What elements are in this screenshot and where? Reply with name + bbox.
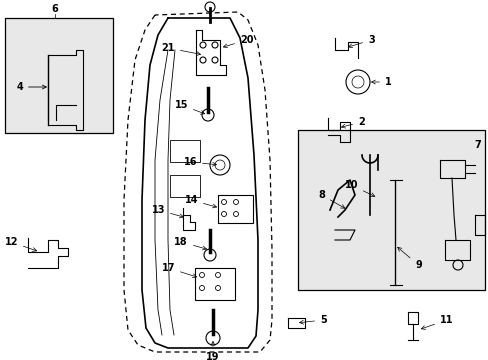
Text: 15: 15 xyxy=(174,100,204,114)
Text: 18: 18 xyxy=(174,237,206,250)
Bar xyxy=(170,140,200,162)
Text: 8: 8 xyxy=(318,190,344,208)
Text: 6: 6 xyxy=(52,4,58,14)
Text: 20: 20 xyxy=(223,35,253,48)
Text: 10: 10 xyxy=(344,180,374,197)
Bar xyxy=(195,268,235,300)
Bar xyxy=(218,195,252,223)
Bar xyxy=(297,130,484,290)
Text: 13: 13 xyxy=(151,205,183,218)
Text: 4: 4 xyxy=(16,82,46,92)
Bar xyxy=(170,175,200,197)
Text: 21: 21 xyxy=(161,43,200,55)
Text: 3: 3 xyxy=(347,35,374,48)
Text: 19: 19 xyxy=(206,342,219,360)
Text: 9: 9 xyxy=(397,247,421,270)
Text: 11: 11 xyxy=(421,315,452,329)
Text: 12: 12 xyxy=(4,237,37,251)
Text: 14: 14 xyxy=(184,195,216,208)
Text: 5: 5 xyxy=(299,315,326,325)
Text: 16: 16 xyxy=(183,157,216,167)
Text: 17: 17 xyxy=(161,263,196,278)
Text: 2: 2 xyxy=(341,117,364,128)
Bar xyxy=(5,18,113,133)
Text: 1: 1 xyxy=(371,77,391,87)
Text: 7: 7 xyxy=(473,140,480,150)
